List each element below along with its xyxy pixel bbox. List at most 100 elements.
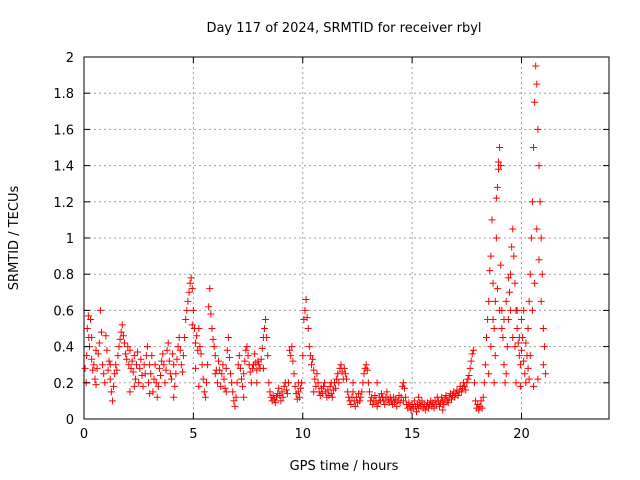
data-point bbox=[495, 158, 503, 166]
data-point bbox=[499, 334, 507, 342]
y-tick-label: 1.6 bbox=[53, 123, 74, 138]
y-axis-label: SRMTID / TECUs bbox=[7, 186, 22, 291]
data-point bbox=[201, 393, 209, 401]
data-point bbox=[485, 297, 493, 305]
data-point bbox=[231, 402, 239, 410]
data-point bbox=[526, 352, 534, 360]
data-point bbox=[312, 382, 320, 390]
data-point bbox=[483, 334, 490, 342]
data-point bbox=[188, 321, 196, 329]
data-point bbox=[91, 375, 99, 383]
data-point bbox=[148, 352, 156, 360]
data-point bbox=[314, 379, 322, 387]
data-point bbox=[155, 364, 163, 372]
data-point bbox=[470, 379, 478, 387]
data-point bbox=[524, 364, 532, 372]
data-point bbox=[233, 379, 241, 387]
data-point bbox=[219, 361, 227, 369]
data-point bbox=[501, 379, 509, 387]
data-point bbox=[486, 267, 494, 275]
data-point bbox=[159, 350, 167, 358]
data-point bbox=[383, 388, 391, 396]
data-point bbox=[236, 364, 244, 372]
data-point bbox=[509, 225, 517, 233]
data-point bbox=[491, 297, 499, 305]
data-point bbox=[500, 361, 508, 369]
data-point bbox=[124, 343, 132, 351]
data-point bbox=[310, 388, 318, 396]
data-point bbox=[525, 375, 533, 383]
data-point bbox=[478, 404, 486, 412]
data-point bbox=[277, 397, 285, 405]
data-point bbox=[278, 388, 286, 396]
data-point bbox=[515, 352, 523, 360]
y-tick-label: 0.6 bbox=[53, 304, 74, 319]
data-point bbox=[128, 357, 136, 365]
data-point bbox=[539, 325, 547, 332]
data-point bbox=[489, 279, 497, 287]
data-point bbox=[114, 352, 122, 360]
data-points bbox=[81, 62, 550, 416]
data-point bbox=[410, 397, 418, 405]
data-point bbox=[154, 382, 162, 390]
data-point bbox=[88, 334, 96, 342]
data-point bbox=[126, 346, 134, 354]
data-point bbox=[347, 401, 355, 409]
data-point bbox=[415, 393, 423, 401]
data-point bbox=[480, 379, 488, 387]
data-point bbox=[238, 375, 245, 383]
data-point bbox=[320, 382, 328, 390]
data-point bbox=[402, 393, 410, 401]
data-point bbox=[496, 306, 504, 314]
data-point bbox=[518, 346, 525, 354]
data-point bbox=[539, 361, 547, 369]
data-point bbox=[127, 364, 135, 372]
data-point bbox=[90, 361, 98, 369]
data-point bbox=[257, 355, 265, 363]
data-point bbox=[520, 306, 528, 314]
data-point bbox=[146, 390, 154, 398]
data-point bbox=[492, 194, 500, 202]
data-point bbox=[170, 393, 178, 401]
data-point bbox=[497, 162, 505, 170]
data-point bbox=[477, 397, 485, 405]
data-point bbox=[135, 379, 143, 387]
data-point bbox=[196, 343, 204, 351]
x-tick-label: 5 bbox=[189, 427, 197, 442]
data-point bbox=[234, 361, 242, 369]
y-tick-label: 1 bbox=[66, 232, 74, 247]
data-point bbox=[485, 370, 493, 378]
data-point bbox=[83, 325, 91, 332]
data-point bbox=[497, 261, 505, 269]
data-point bbox=[387, 397, 395, 405]
data-point bbox=[335, 379, 343, 387]
data-point bbox=[239, 382, 247, 390]
data-point bbox=[378, 390, 385, 398]
data-point bbox=[255, 361, 263, 369]
data-point bbox=[461, 382, 469, 390]
data-point bbox=[493, 183, 501, 191]
data-point bbox=[171, 382, 179, 390]
data-point bbox=[88, 355, 96, 363]
data-point bbox=[262, 315, 270, 323]
data-point bbox=[258, 344, 266, 352]
data-point bbox=[309, 355, 317, 363]
data-point bbox=[454, 391, 462, 399]
data-point bbox=[443, 397, 451, 405]
data-point bbox=[487, 252, 495, 260]
data-point bbox=[363, 366, 371, 374]
data-point bbox=[510, 252, 518, 260]
data-point bbox=[463, 379, 471, 387]
data-point bbox=[332, 384, 340, 392]
data-point bbox=[498, 325, 506, 332]
data-point bbox=[300, 315, 308, 323]
data-point bbox=[333, 375, 341, 383]
y-axis: 0 0.2 0.4 0.6 0.8 1 1.2 1.4 1.6 1.8 2 bbox=[53, 51, 609, 428]
data-point bbox=[357, 393, 365, 401]
chart-title: Day 117 of 2024, SRMTID for receiver rby… bbox=[206, 21, 481, 36]
data-point bbox=[311, 375, 319, 383]
data-point bbox=[487, 343, 495, 351]
data-point bbox=[160, 361, 168, 369]
data-point bbox=[505, 288, 513, 296]
data-point bbox=[525, 297, 533, 305]
